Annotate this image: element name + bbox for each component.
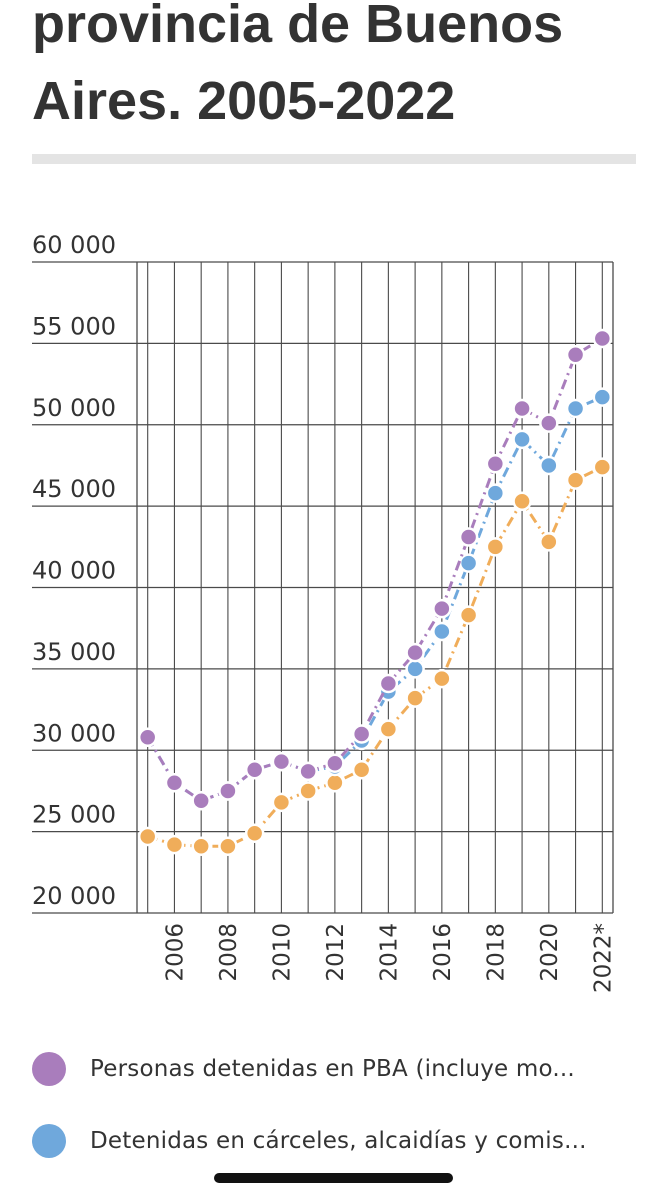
x-tick-label: 2014 [376,923,402,982]
data-point [458,605,479,625]
data-point [485,537,506,557]
legend-item-purple[interactable]: Personas detenidas en PBA (incluye mo... [30,1040,660,1112]
data-point [512,398,532,419]
x-tick-label: 2022* [590,923,616,993]
data-point [592,457,613,477]
legend-marker-blue [32,1124,66,1158]
data-point [271,751,292,772]
y-tick-label: 35 000 [32,638,116,666]
data-point [539,455,559,476]
data-point [325,753,345,774]
title-divider [32,154,636,164]
data-point [298,781,318,801]
data-point [432,598,452,619]
data-point [244,823,265,844]
data-point [325,773,345,793]
data-point [137,826,158,847]
data-point [351,760,372,780]
y-tick-label: 60 000 [32,231,116,259]
x-tick-label: 2008 [216,923,242,982]
data-point [137,727,158,747]
data-point [298,761,318,782]
data-point [565,470,586,490]
series-line [146,395,603,803]
x-tick-label: 2020 [537,923,563,982]
home-indicator[interactable] [214,1173,453,1183]
y-tick-label: 20 000 [32,882,116,910]
data-point [378,673,399,694]
data-point [405,642,425,663]
data-point [191,790,211,811]
legend: Personas detenidas en PBA (incluye mo...… [30,1040,660,1184]
data-point [378,719,399,739]
title-line-1: provincia de Buenos [32,0,564,54]
data-point [405,688,425,708]
data-point [485,454,506,474]
data-point [512,429,532,450]
data-point [244,760,265,780]
x-tick-label: 2016 [430,923,456,982]
data-point [164,834,185,855]
title-line-2: Aires. 2005-2022 [32,71,456,131]
data-point [218,836,238,857]
y-tick-label: 40 000 [32,557,116,585]
data-point [271,792,292,813]
data-point [565,398,586,419]
data-point [218,781,238,801]
x-tick-label: 2012 [323,923,349,982]
x-tick-label: 2018 [483,923,509,982]
series-line [147,465,603,848]
data-point [565,345,586,365]
y-tick-label: 50 000 [32,394,116,422]
data-point [592,387,613,407]
x-tick-label: 2006 [162,923,188,982]
y-tick-label: 55 000 [32,312,116,340]
data-point [164,773,185,793]
y-tick-label: 25 000 [32,801,116,829]
data-point [191,836,211,857]
data-point [458,527,479,547]
legend-label-purple: Personas detenidas en PBA (incluye mo... [90,1056,575,1082]
data-point [458,553,479,573]
legend-label-blue: Detenidas en cárceles, alcaidías y comis… [90,1128,587,1154]
data-point [539,413,559,433]
data-point [432,621,452,642]
data-point [351,724,372,744]
data-point [485,483,506,503]
data-point [539,532,559,552]
line-chart: 60 000 55 000 50 000 45 000 40 000 35 000 30 0… [32,231,616,993]
legend-item-blue[interactable]: Detenidas en cárceles, alcaidías y comis… [30,1112,660,1184]
series-line [146,337,604,803]
data-point [592,328,613,349]
chart-title: provincia de Buenos Aires. 2005-2022 [32,0,652,140]
x-tick-label: 2010 [269,923,295,982]
y-tick-label: 30 000 [32,719,116,747]
y-tick-label: 45 000 [32,475,116,503]
legend-marker-purple [32,1052,66,1086]
data-point [432,668,452,689]
data-point [405,659,425,679]
data-point [512,491,532,511]
